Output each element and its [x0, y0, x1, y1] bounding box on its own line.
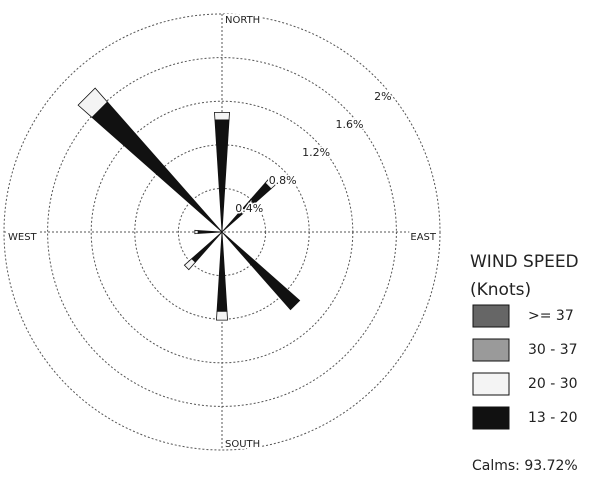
grid-ring: [47, 57, 397, 407]
petal-segment: [91, 101, 223, 233]
legend-swatch: [472, 338, 510, 362]
petal-segment: [221, 231, 301, 311]
legend-swatch: [472, 304, 510, 328]
direction-label: WEST: [8, 232, 38, 243]
legend-title: WIND SPEED: [470, 252, 579, 272]
petal-segment: [214, 119, 230, 233]
r-tick-label: 1.6%: [335, 118, 363, 131]
calms-annotation: Calms: 93.72%: [472, 458, 578, 474]
r-tick-label: 1.2%: [302, 146, 330, 159]
legend-swatch: [472, 372, 510, 396]
r-tick-label: 0.8%: [269, 174, 297, 187]
petal-segment: [216, 231, 228, 312]
direction-label: NORTH: [225, 15, 260, 26]
petal-segment: [191, 231, 223, 263]
direction-label: SOUTH: [225, 439, 260, 450]
petal-segment: [214, 111, 230, 121]
grid-ring: [3, 13, 441, 451]
petal-segment: [216, 311, 228, 321]
r-tick-label: 0.4%: [235, 202, 263, 215]
direction-label: EAST: [410, 232, 437, 243]
legend-label: 30 - 37: [528, 342, 578, 358]
grid: [3, 13, 441, 451]
legend-subtitle: (Knots): [470, 280, 531, 300]
r-tick-label: 2%: [374, 90, 391, 103]
petal-segment: [197, 230, 223, 234]
labels: 0.4% 0.8% 1.2% 1.6% 2% NORTH EAST SOUTH WEST: [6, 13, 439, 452]
legend-label: 20 - 30: [528, 376, 578, 392]
petal-segment: [194, 229, 199, 235]
legend-label: >= 37: [528, 308, 574, 324]
petal-segment: [183, 258, 196, 271]
legend-swatch: [472, 406, 510, 430]
petals: [77, 87, 301, 321]
grid-ring: [90, 100, 354, 364]
legend-label: 13 - 20: [528, 410, 578, 426]
